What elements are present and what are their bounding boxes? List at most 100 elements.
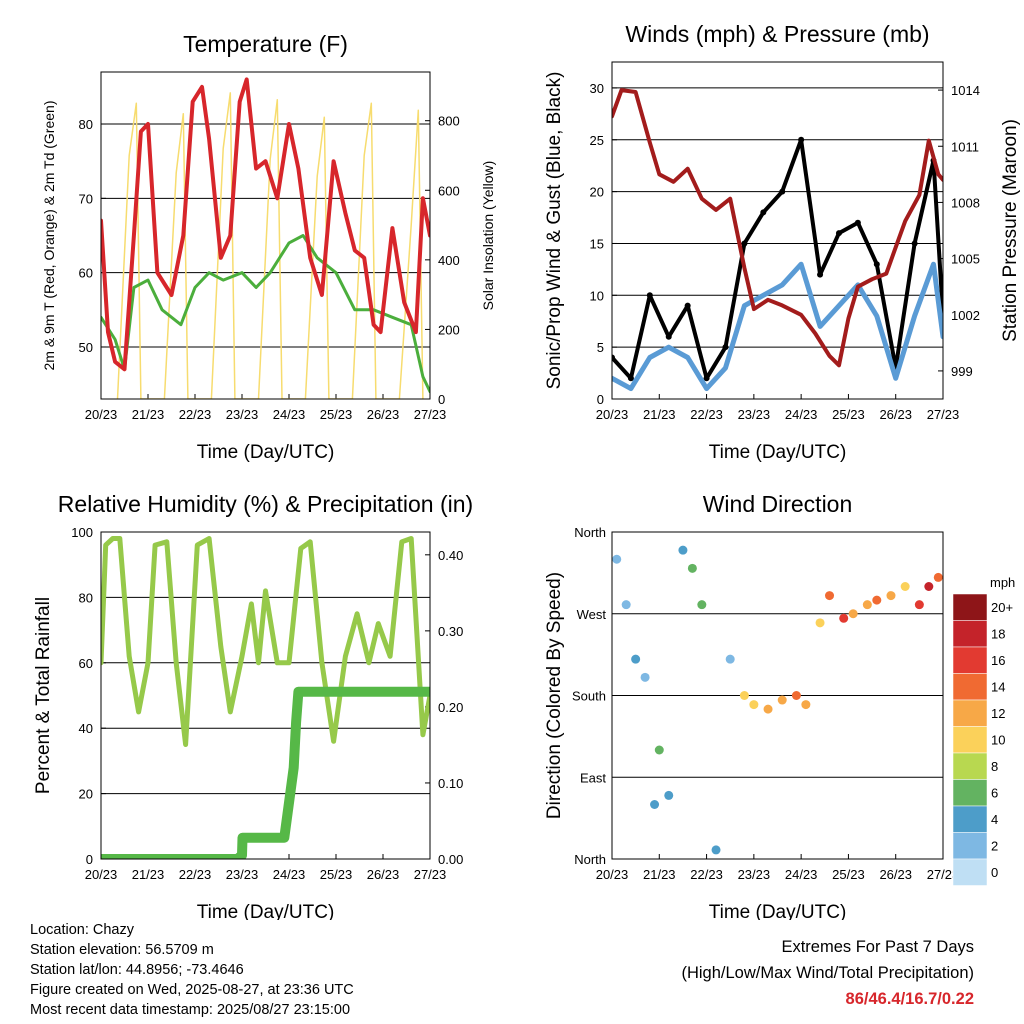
y-tick-label: 60 <box>79 656 93 671</box>
y-tick-label: 80 <box>79 590 93 605</box>
chart-title: Temperature (F) <box>183 31 348 57</box>
direction-point <box>678 545 688 555</box>
x-tick-label: 27/23 <box>414 407 447 422</box>
y2-tick-label: 600 <box>438 183 460 198</box>
y2-tick-label: 400 <box>438 253 460 268</box>
dewpoint-line <box>101 234 430 394</box>
x-axis-label: Time (Day/UTC) <box>709 442 847 463</box>
direction-point <box>924 582 934 591</box>
direction-point <box>664 790 674 800</box>
gust-point <box>854 219 861 226</box>
colorbar-label: 10 <box>991 733 1005 748</box>
y-axis-label: Sonic/Prop Wind & Gust (Blue, Black) <box>544 72 565 390</box>
direction-point <box>862 600 872 610</box>
direction-point <box>886 591 896 601</box>
y-tick-label: 40 <box>79 721 93 736</box>
y2-tick-label: 0.20 <box>438 700 463 715</box>
recent-data-text: Most recent data timestamp: 2025/08/27 2… <box>30 1002 351 1018</box>
y-tick-label: North <box>574 525 606 540</box>
y2-axis-label: Station Pressure (Maroon) <box>1000 119 1021 342</box>
x-tick-label: 25/23 <box>832 867 865 882</box>
gust-point <box>817 271 824 278</box>
direction-point <box>815 618 825 628</box>
latlon-text: Station lat/lon: 44.8956; -73.4646 <box>30 962 244 978</box>
plot-area <box>612 545 943 855</box>
y2-tick-label: 1002 <box>951 308 980 323</box>
y-tick-label: 20 <box>590 185 604 200</box>
y-tick-label: 10 <box>590 288 604 303</box>
colorbar-swatch <box>952 858 988 886</box>
colorbar-label: 4 <box>991 812 998 827</box>
y-tick-label: 20 <box>79 787 93 802</box>
direction-point <box>739 691 749 700</box>
gust-point <box>779 188 786 195</box>
colorbar-label: 6 <box>991 786 998 801</box>
colorbar-title: mph <box>990 575 1015 590</box>
gust-point <box>722 344 729 351</box>
x-tick-label: 27/23 <box>927 867 960 882</box>
y-tick-label: 0 <box>597 392 604 407</box>
direction-point <box>872 595 882 605</box>
y-tick-label: 60 <box>79 266 93 281</box>
gust-point <box>612 354 615 361</box>
x-tick-label: 22/23 <box>179 867 212 882</box>
direction-point <box>654 745 664 755</box>
y2-tick-label: 0.30 <box>438 624 463 639</box>
y2-axis-label: Solar Insolation (Yellow) <box>480 161 496 311</box>
wind-line <box>612 261 943 392</box>
plot-frame <box>100 531 431 860</box>
y-tick-label: North <box>574 852 606 867</box>
solar-line <box>116 92 424 399</box>
y2-tick-label: 0.00 <box>438 852 463 867</box>
created-text: Figure created on Wed, 2025-08-27, at 23… <box>30 982 354 998</box>
location-text: Location: Chazy <box>30 922 134 938</box>
gust-point <box>665 333 672 340</box>
gust-point <box>835 230 842 237</box>
x-axis-label: Time (Day/UTC) <box>197 442 335 463</box>
colorbar-swatch <box>952 620 988 648</box>
x-tick-label: 20/23 <box>596 407 629 422</box>
x-tick-label: 26/23 <box>879 407 912 422</box>
chart-title: Winds (mph) & Pressure (mb) <box>625 21 929 47</box>
x-tick-label: 27/23 <box>414 867 447 882</box>
y2-tick-label: 1008 <box>951 195 980 210</box>
y2-tick-label: 0.40 <box>438 548 463 563</box>
extremes-panel: Extremes For Past 7 Days (High/Low/Max W… <box>681 934 974 1012</box>
direction-point <box>900 582 910 591</box>
gust-point <box>627 375 634 382</box>
rh-line <box>101 536 430 747</box>
x-tick-label: 24/23 <box>785 407 818 422</box>
extremes-values: 86/46.4/16.7/0.22 <box>845 990 974 1008</box>
direction-point <box>801 700 811 710</box>
x-tick-label: 21/23 <box>132 407 165 422</box>
direction-point <box>612 554 622 564</box>
chart-title: Wind Direction <box>703 491 853 517</box>
plot-area <box>612 88 943 392</box>
x-tick-label: 26/23 <box>367 867 400 882</box>
x-tick-label: 22/23 <box>690 867 723 882</box>
y-tick-label: 80 <box>79 117 93 132</box>
direction-point <box>631 654 641 664</box>
y-tick-label: 0 <box>86 852 93 867</box>
plot-frame <box>611 531 944 860</box>
y-tick-label: 50 <box>79 340 93 355</box>
colorbar-label: 12 <box>991 706 1005 721</box>
colorbar-swatch <box>952 699 988 727</box>
y-axis-label: Percent & Total Rainfall <box>33 597 54 794</box>
y2-tick-label: 0 <box>438 392 445 407</box>
x-tick-label: 22/23 <box>690 407 723 422</box>
colorbar-swatch <box>952 752 988 780</box>
x-tick-label: 21/23 <box>643 407 676 422</box>
colorbar-swatch <box>952 646 988 674</box>
direction-point <box>763 704 773 714</box>
direction-point <box>933 572 943 582</box>
station-info: Location: Chazy Station elevation: 56.57… <box>30 920 354 1020</box>
direction-point <box>621 600 631 610</box>
direction-point <box>650 800 660 809</box>
y2-tick-label: 1011 <box>951 139 979 154</box>
plot-frame <box>611 61 944 400</box>
x-tick-label: 25/23 <box>320 867 353 882</box>
colorbar-swatch <box>952 593 988 621</box>
x-tick-label: 24/23 <box>273 407 306 422</box>
y-tick-label: 70 <box>79 191 93 206</box>
